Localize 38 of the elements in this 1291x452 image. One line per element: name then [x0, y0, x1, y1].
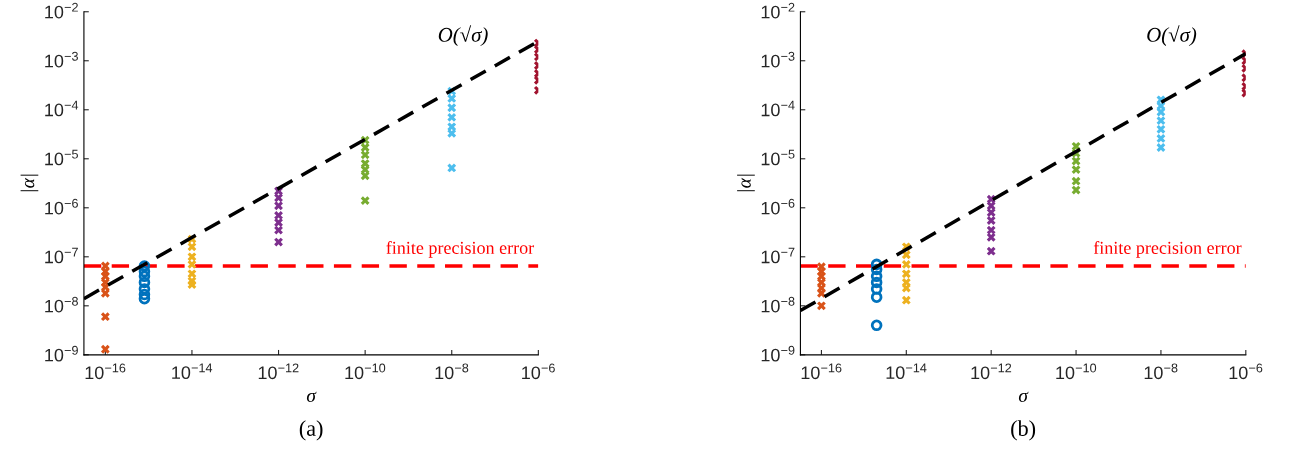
- x-tick-label: 10$^{−14}$: [886, 363, 927, 380]
- y-axis-title: |α|: [737, 174, 755, 192]
- text: (b): [1011, 420, 1036, 441]
- annotation: O(√σ): [1147, 25, 1197, 47]
- y-tick-label: 10$^{−7}$: [761, 247, 795, 264]
- y-tick-label: 10$^{−3}$: [761, 51, 795, 68]
- y-tick-label: 10$^{−8}$: [761, 296, 795, 313]
- x-tick-label: 10$^{−12}$: [971, 363, 1012, 380]
- y-tick-label: 10$^{−5}$: [761, 149, 795, 166]
- x-tick-label: 10$^{−8}$: [1144, 363, 1178, 380]
- y-tick-label: 10$^{−4}$: [45, 100, 79, 117]
- x-axis-title: σ: [1018, 391, 1029, 402]
- x-tick-label: 10$^{−12}$: [258, 363, 299, 380]
- y-tick-label: 10$^{−2}$: [761, 2, 795, 19]
- y-tick-label: 10$^{−9}$: [45, 345, 78, 362]
- x-tick-label: 10$^{−10}$: [1056, 363, 1097, 380]
- ref-line-label: finite precision error: [1093, 241, 1242, 258]
- annotation: O(√σ): [438, 25, 488, 47]
- x-tick-label: 10$^{−8}$: [435, 363, 469, 380]
- x-tick-label: 10$^{−10}$: [345, 363, 386, 380]
- y-tick-label: 10$^{−9}$: [761, 345, 795, 362]
- y-tick-label: 10$^{−3}$: [45, 51, 78, 68]
- y-tick-label: 10$^{−4}$: [761, 100, 795, 117]
- y-tick-label: 10$^{−6}$: [761, 198, 795, 215]
- y-axis-title: |α|: [20, 174, 39, 192]
- text: (a): [299, 420, 323, 441]
- x-axis-title: σ: [306, 391, 317, 402]
- x-tick-label: 10$^{−16}$: [801, 363, 842, 380]
- ref-line-label: finite precision error: [386, 241, 535, 258]
- x-tick-label: 10$^{−16}$: [85, 363, 126, 380]
- y-tick-label: 10$^{−8}$: [45, 296, 78, 313]
- y-tick-label: 10$^{−2}$: [45, 2, 78, 19]
- x-tick-label: 10$^{−6}$: [522, 363, 555, 380]
- x-tick-label: 10$^{−14}$: [172, 363, 213, 380]
- y-tick-label: 10$^{−5}$: [45, 149, 78, 166]
- x-tick-label: 10$^{−6}$: [1229, 363, 1263, 380]
- y-tick-label: 10$^{−7}$: [45, 247, 78, 264]
- y-tick-label: 10$^{−6}$: [45, 198, 78, 215]
